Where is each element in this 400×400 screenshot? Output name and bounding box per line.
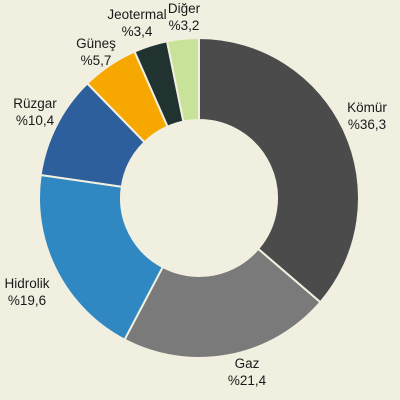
slice-name: Diğer: [168, 1, 201, 16]
slice-value-label: %36,3: [348, 117, 386, 132]
slice-name: Jeotermal: [107, 7, 166, 22]
slice-label-kömür: Kömür %36,3: [347, 100, 387, 132]
slice-diğer: [165, 36, 200, 123]
slice-label-jeotermal: Jeotermal %3,4: [107, 7, 166, 39]
slice-name: Rüzgar: [13, 96, 57, 111]
slice-label-gaz: Gaz %21,4: [228, 356, 267, 388]
slice-name: Gaz: [235, 356, 260, 371]
slice-label-rüzgar: Rüzgar %10,4: [13, 96, 57, 128]
slice-label-diğer: Diğer %3,2: [168, 1, 201, 33]
slice-label-güneş: Güneş %5,7: [76, 36, 116, 68]
slice-hidrolik: [38, 173, 165, 341]
slice-value-label: %3,4: [122, 24, 153, 39]
slice-kömür: [198, 36, 360, 304]
slice-value-label: %21,4: [228, 373, 267, 388]
slice-name: Kömür: [347, 100, 387, 115]
slice-name: Güneş: [76, 36, 116, 51]
slice-label-hidrolik: Hidrolik %19,6: [4, 276, 49, 308]
slice-name: Hidrolik: [4, 276, 49, 291]
slice-value-label: %10,4: [16, 113, 55, 128]
slice-value-label: %5,7: [81, 53, 112, 68]
slice-value-label: %3,2: [169, 18, 200, 33]
slice-value-label: %19,6: [8, 293, 46, 308]
slice-gaz: [123, 247, 322, 359]
